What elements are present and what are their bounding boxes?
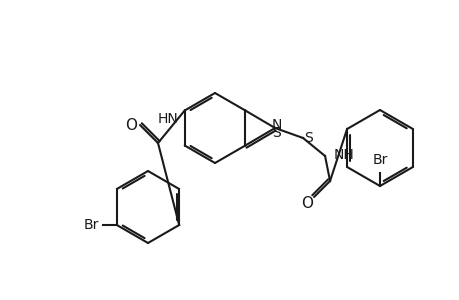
Text: Br: Br (83, 218, 98, 232)
Text: O: O (125, 118, 137, 133)
Text: HN: HN (157, 112, 179, 126)
Text: O: O (300, 196, 313, 211)
Text: N: N (271, 118, 282, 133)
Text: Br: Br (371, 153, 387, 167)
Text: S: S (271, 125, 280, 140)
Text: NH: NH (332, 148, 353, 162)
Text: S: S (303, 131, 312, 145)
